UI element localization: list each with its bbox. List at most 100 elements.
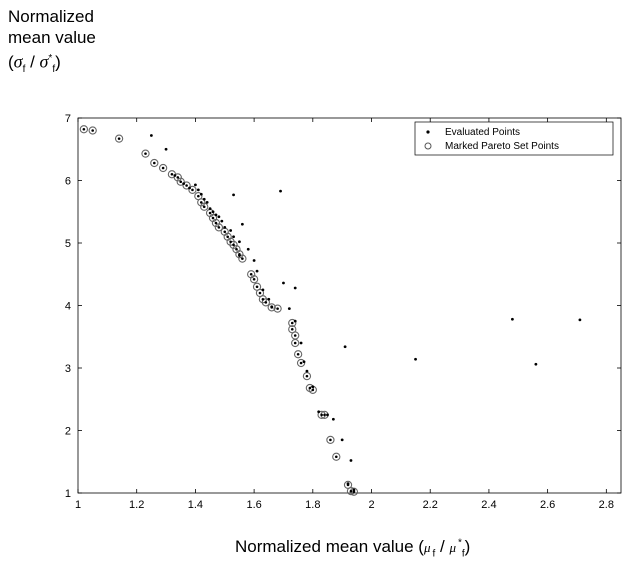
pareto-point [188,185,197,195]
pareto-point [332,452,341,461]
evaluated-point [188,186,191,190]
evaluated-point [255,269,259,273]
evaluated-point [232,235,235,239]
pareto-point [182,181,191,190]
pareto-point-center [185,184,188,187]
x-axis-label-text: Normalized mean value ( [235,537,424,556]
pareto-point [229,240,238,250]
sigma-symbol: σ [13,51,23,72]
legend-label-evaluated: Evaluated Points [445,127,520,138]
evaluated-point [293,319,297,323]
pareto-point-center [191,188,194,192]
evaluated-point [267,297,271,301]
evaluated-point [223,225,227,229]
pareto-point-center [276,307,279,310]
subscript-f-star: f [52,64,56,76]
pareto-point [273,304,282,313]
legend-box [414,121,614,156]
evaluated-point [302,360,306,364]
evaluated-point [164,147,168,151]
pareto-point-center [241,257,244,260]
plot-frame [77,117,622,494]
evaluated-point [311,385,315,389]
evaluated-point [149,134,153,137]
x-subscript-f-star: f [461,548,465,560]
evaluated-point [238,254,241,257]
y-axis-label-symbol: (σf / σ*f) [8,51,61,76]
legend-circle-marker [424,142,432,150]
x-tick-label: 1.8 [305,499,320,511]
evaluated-point [202,197,206,201]
pareto-point [288,318,297,328]
mu-star-symbol: μ [449,540,458,555]
x-subscript-f: f [432,548,436,560]
pareto-point-center [311,388,315,392]
evaluated-point [331,417,335,421]
evaluated-point [261,288,265,292]
pareto-point-center [299,361,303,365]
evaluated-point [220,219,224,223]
pareto-point-center [261,297,265,301]
pareto-point [211,218,221,228]
pareto-point-center [91,129,94,132]
evaluated-point [199,192,203,196]
y-axis-label: Normalized mean value (σf / σ*f) [8,6,96,80]
pareto-point-center [290,321,294,325]
evaluated-point [578,318,582,322]
pareto-point-center [255,285,259,289]
evaluated-point [229,229,233,232]
evaluated-point [317,410,321,414]
pareto-point-center [179,180,183,184]
pareto-point-center [153,161,156,165]
pareto-point-center [252,277,256,281]
evaluated-point [349,459,353,462]
pareto-point-center [211,216,215,220]
pareto-point [214,223,224,232]
evaluated-point [534,362,538,366]
pareto-point [249,275,259,284]
pareto-point [141,149,150,158]
x-tick-label: 2 [368,499,374,511]
pareto-point-center [320,413,323,417]
pareto-point [79,125,89,134]
x-tick-label: 2.8 [599,499,614,511]
evaluated-point [214,213,218,217]
pareto-point-center [232,243,235,247]
y-axis-label-line2: mean value [8,28,96,47]
evaluated-point [414,357,417,361]
x-tick-label: 1.2 [129,499,144,511]
pareto-point-center [258,291,262,295]
x-tick-label: 2.2 [423,499,438,511]
x-axis-label-close: ) [464,537,471,556]
evaluated-point [279,189,282,193]
evaluated-point [217,215,221,219]
axis-ticks: 1 1.2 1.4 1.6 1.8 2 2.2 2.4 2.6 2.8 1 2 3 4 5 6 7 [65,113,621,511]
data-points [79,125,582,496]
subscript-f: f [22,64,26,76]
mu-symbol: μ [423,540,433,555]
pareto-point-center [249,272,253,276]
evaluated-point [238,240,241,244]
pareto-point-center [235,247,238,251]
y-tick-label: 4 [65,301,71,313]
evaluated-point [326,413,329,417]
evaluated-point [240,222,244,226]
y-tick-label: 3 [65,363,71,375]
pareto-point [267,303,276,312]
pareto-point [88,126,97,135]
pareto-point-center [202,205,206,209]
pareto-point [293,350,303,359]
pareto-point-center [117,137,121,140]
evaluated-point [182,182,186,186]
x-tick-label: 1.4 [188,499,203,511]
pareto-point-center [208,211,212,215]
pareto-point-center [176,176,180,179]
sigma-star-symbol: σ [39,51,49,72]
legend: Evaluated Points Marked Pareto Set Point… [414,121,614,156]
pareto-point-center [170,172,174,176]
y-tick-label: 6 [65,176,71,188]
pareto-point-center [214,221,218,225]
pareto-point [158,163,168,173]
y-axis-label-line1: Normalized [8,7,94,26]
x-tick-label: 1.6 [246,499,261,511]
